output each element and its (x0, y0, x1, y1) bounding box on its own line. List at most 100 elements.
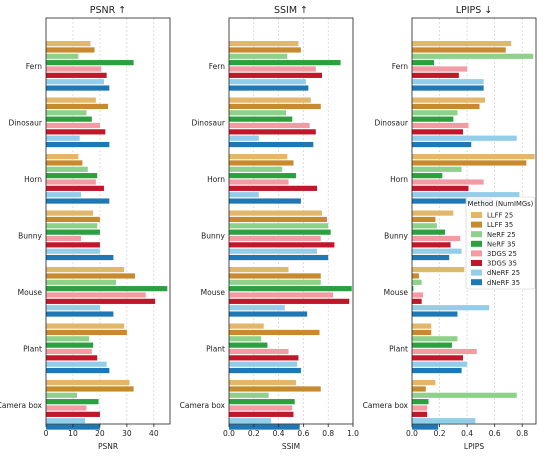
legend-swatch (471, 221, 482, 228)
category-label: Horn (207, 175, 225, 184)
bar-fern-dnerf-25 (412, 79, 484, 85)
bar-camera-box-nerf-35 (46, 399, 99, 405)
category-label: Fern (26, 62, 42, 71)
category-label: Fern (209, 62, 225, 71)
x-tick-label: 0.4 (273, 429, 285, 438)
category-label: Dinosaur (191, 118, 225, 127)
bar-dinosaur-llff-35 (229, 103, 321, 110)
bar-camera-box-3dgs-35 (412, 411, 428, 417)
bar-dinosaur-3dgs-25 (412, 122, 469, 129)
bar-horn-llff-25 (46, 154, 79, 160)
x-tick-label: 0.6 (489, 429, 501, 438)
legend-entry: dNeRF 25 (487, 269, 520, 277)
bar-horn-dnerf-25 (46, 192, 82, 198)
bar-dinosaur-nerf-25 (46, 110, 87, 116)
bar-horn-3dgs-35 (229, 185, 318, 191)
bar-mouse-dnerf-35 (412, 311, 458, 317)
bar-dinosaur-nerf-25 (229, 110, 287, 116)
bar-dinosaur-3dgs-35 (229, 129, 316, 135)
bar-bunny-nerf-35 (46, 229, 100, 235)
x-tick-label: 0.4 (461, 429, 473, 438)
bar-dinosaur-llff-25 (412, 97, 486, 103)
bar-plant-llff-35 (229, 329, 320, 336)
bar-horn-3dgs-35 (46, 185, 104, 191)
bar-fern-3dgs-35 (46, 72, 107, 78)
bar-dinosaur-3dgs-35 (412, 129, 463, 135)
bar-camera-box-nerf-25 (412, 392, 517, 398)
bar-mouse-dnerf-35 (229, 311, 308, 317)
bar-plant-3dgs-35 (229, 355, 299, 361)
bar-horn-dnerf-35 (229, 198, 301, 204)
panel-title: SSIM ↑ (274, 5, 308, 16)
bar-fern-dnerf-35 (412, 85, 484, 91)
bar-horn-llff-35 (46, 160, 83, 166)
panel-3: Fern Dinosaur Horn Bunny Mouse Plant Camera bo… (363, 5, 537, 451)
bar-camera-box-dnerf-25 (412, 418, 476, 424)
bar-camera-box-dnerf-25 (46, 418, 86, 424)
bar-mouse-nerf-25 (46, 279, 117, 285)
bar-horn-3dgs-35 (412, 185, 469, 191)
x-tick-label: 0.8 (322, 429, 334, 438)
legend-swatch (471, 212, 482, 218)
bar-plant-llff-25 (229, 323, 264, 329)
bar-mouse-llff-35 (412, 273, 419, 279)
bar-plant-3dgs-25 (229, 348, 289, 355)
x-tick-label: 30 (122, 429, 132, 438)
bar-fern-dnerf-35 (229, 85, 309, 91)
bar-bunny-nerf-25 (46, 223, 98, 229)
bar-mouse-3dgs-35 (229, 298, 350, 304)
panel-1: Fern Dinosaur Horn Bunny Mouse Plant Camera bo… (0, 5, 171, 451)
category-label: Plant (389, 344, 408, 353)
bar-bunny-llff-25 (412, 210, 454, 216)
bar-bunny-nerf-25 (412, 223, 437, 229)
bar-bunny-3dgs-25 (229, 235, 321, 242)
bar-dinosaur-nerf-25 (412, 110, 458, 116)
bar-fern-nerf-35 (229, 60, 341, 66)
bar-mouse-llff-25 (229, 267, 289, 273)
bar-bunny-dnerf-25 (412, 248, 462, 254)
bar-horn-dnerf-35 (46, 198, 110, 204)
bar-mouse-dnerf-25 (46, 305, 100, 311)
legend-entry: NeRF 25 (487, 231, 516, 239)
bar-bunny-llff-25 (46, 210, 94, 216)
bar-horn-3dgs-25 (229, 179, 289, 185)
category-label: Fern (392, 62, 408, 71)
bar-fern-llff-35 (46, 47, 95, 53)
bar-plant-3dgs-25 (46, 348, 92, 355)
bar-dinosaur-nerf-35 (46, 116, 92, 122)
bar-bunny-llff-35 (412, 216, 436, 223)
bar-bunny-dnerf-35 (46, 254, 114, 261)
bar-camera-box-llff-25 (412, 380, 436, 386)
bar-plant-nerf-25 (412, 336, 458, 342)
bar-fern-dnerf-35 (46, 85, 110, 91)
category-label: Camera box (180, 401, 226, 410)
bar-dinosaur-3dgs-25 (229, 122, 310, 129)
bar-bunny-nerf-35 (229, 229, 331, 235)
category-label: Plant (23, 344, 42, 353)
bar-bunny-llff-35 (46, 216, 100, 223)
bar-mouse-nerf-35 (229, 286, 352, 292)
x-axis-label: LPIPS (464, 442, 484, 451)
bar-plant-nerf-35 (46, 342, 94, 348)
x-tick-label: 0.6 (297, 429, 309, 438)
bar-fern-dnerf-25 (229, 79, 306, 85)
panel-2: Fern Dinosaur Horn Bunny Mouse Plant Camera bo… (180, 5, 360, 451)
bar-horn-nerf-35 (229, 173, 296, 179)
bar-fern-nerf-35 (46, 60, 134, 66)
bar-plant-nerf-35 (229, 342, 268, 348)
bar-mouse-nerf-25 (229, 279, 321, 285)
plot-frame (45, 17, 171, 425)
legend-entry: NeRF 35 (487, 240, 516, 248)
bar-dinosaur-dnerf-25 (412, 135, 517, 141)
bar-horn-dnerf-25 (412, 192, 520, 198)
bar-horn-llff-25 (412, 154, 535, 160)
x-tick-label: 0.2 (248, 429, 260, 438)
x-axis-label: SSIM (282, 442, 300, 451)
bar-dinosaur-dnerf-25 (229, 135, 259, 141)
category-label: Plant (206, 344, 225, 353)
x-tick-label: 20 (95, 429, 105, 438)
bar-dinosaur-dnerf-35 (229, 141, 314, 148)
bar-dinosaur-3dgs-25 (46, 122, 100, 129)
bar-plant-dnerf-35 (412, 367, 462, 374)
